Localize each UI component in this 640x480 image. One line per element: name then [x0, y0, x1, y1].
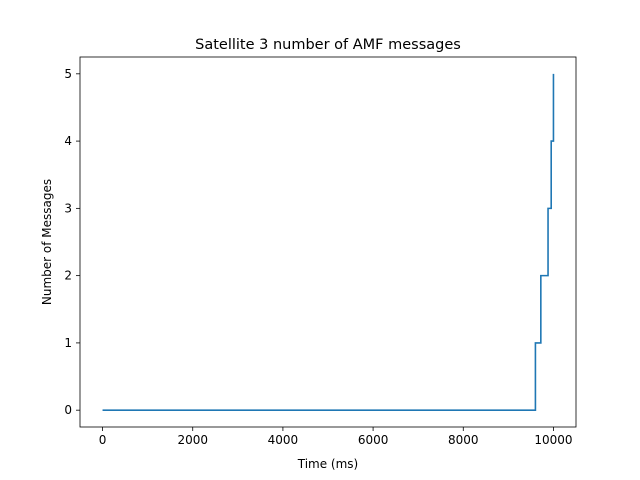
x-tick-label: 2000 [177, 433, 208, 447]
y-tick-label: 4 [64, 134, 72, 148]
x-tick-label: 4000 [268, 433, 299, 447]
x-tick-label: 6000 [358, 433, 389, 447]
chart-title: Satellite 3 number of AMF messages [195, 37, 461, 53]
series-line [102, 73, 555, 411]
axes-frame [79, 56, 577, 428]
y-tick-label: 3 [64, 201, 72, 215]
y-tick-label: 5 [64, 67, 72, 81]
plot-area [102, 73, 555, 411]
x-tick-label: 8000 [448, 433, 479, 447]
axis-ticks: 0 2000 4000 6000 8000 10000 0 1 2 3 4 5 [64, 67, 572, 447]
y-axis-label: Number of Messages [40, 179, 54, 305]
x-tick-label: 10000 [534, 433, 572, 447]
x-axis-label: Time (ms) [297, 457, 359, 471]
x-tick-label: 0 [99, 433, 107, 447]
y-tick-label: 2 [64, 269, 72, 283]
y-tick-label: 0 [64, 403, 72, 417]
y-tick-label: 1 [64, 336, 72, 350]
